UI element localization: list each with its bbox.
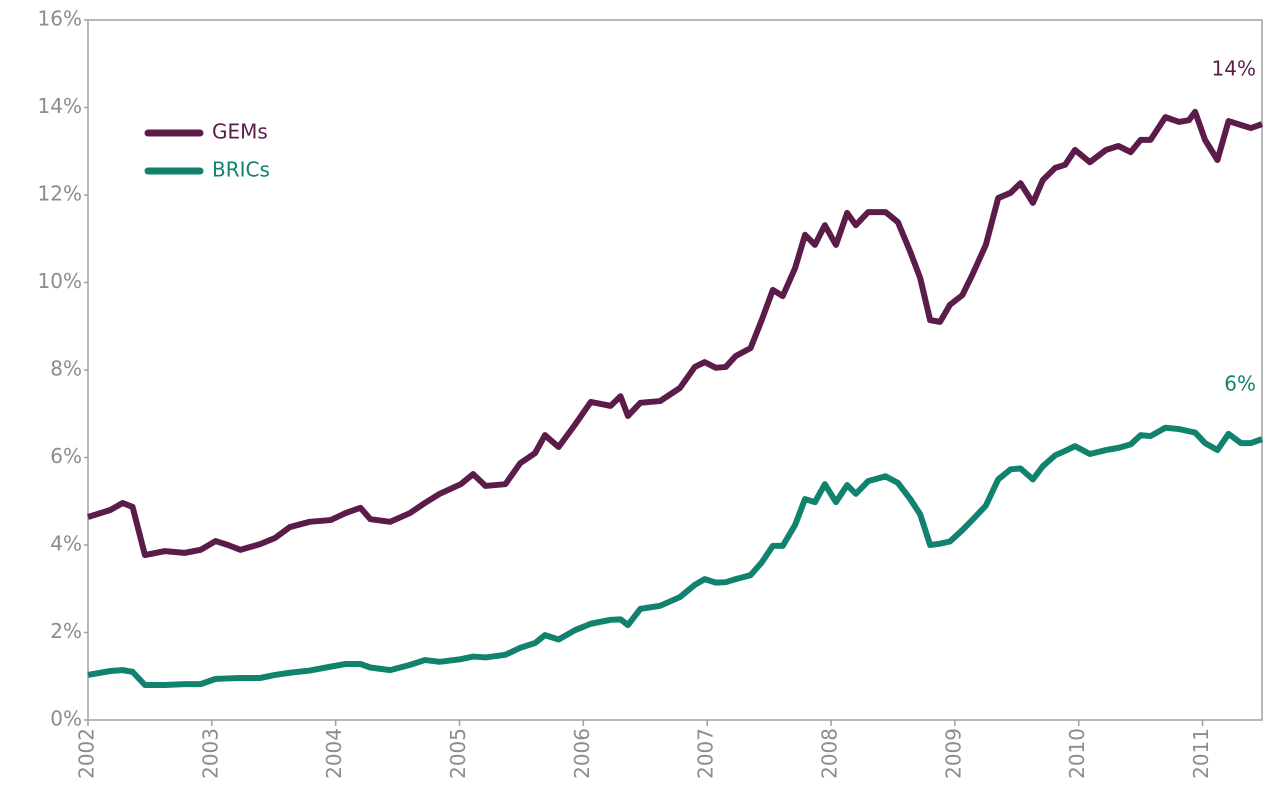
y-tick-label: 12% [38,182,82,206]
y-tick-label: 14% [38,94,82,118]
x-tick-label: 2011 [1189,728,1213,779]
x-tick-label: 2009 [941,728,965,779]
y-tick-label: 6% [50,444,82,468]
x-tick-label: 2010 [1065,728,1089,779]
end-label: 14% [1212,57,1256,81]
y-tick-label: 4% [50,532,82,556]
y-tick-label: 8% [50,357,82,381]
line-series [87,424,1263,688]
y-tick-label: 2% [50,619,82,643]
end-label: 6% [1224,372,1256,396]
legend-label: BRICs [212,158,270,182]
line-series [87,108,1263,559]
x-tick-label: 2006 [570,728,594,779]
x-tick-label: 2007 [694,728,718,779]
y-tick-label: 16% [38,7,82,31]
x-tick-label: 2005 [446,728,470,779]
y-tick-label: 10% [38,269,82,293]
x-tick-label: 2008 [818,728,842,779]
x-tick-label: 2003 [198,728,222,779]
y-tick-label: 0% [50,707,82,731]
legend-label: GEMs [212,120,268,144]
x-tick-label: 2004 [322,728,346,779]
x-tick-label: 2002 [75,728,99,779]
